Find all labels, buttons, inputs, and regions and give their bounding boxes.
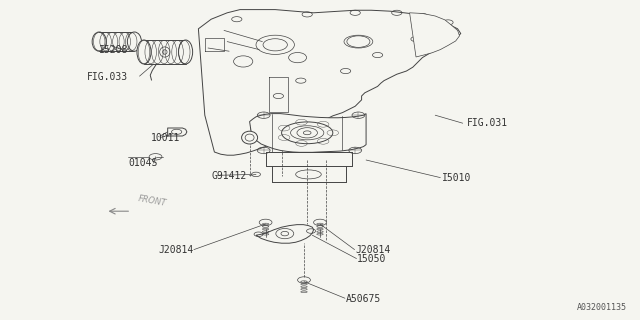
- Polygon shape: [256, 225, 314, 243]
- Text: J20814: J20814: [159, 245, 194, 255]
- Ellipse shape: [179, 40, 193, 64]
- Ellipse shape: [127, 32, 141, 51]
- Text: 10011: 10011: [150, 132, 180, 143]
- Text: FIG.033: FIG.033: [86, 72, 127, 82]
- Text: 0104S: 0104S: [128, 158, 157, 168]
- Polygon shape: [250, 114, 366, 152]
- Text: A50675: A50675: [346, 294, 381, 304]
- Polygon shape: [410, 13, 460, 57]
- Text: FRONT: FRONT: [138, 194, 168, 208]
- Text: FIG.031: FIG.031: [467, 118, 508, 128]
- Text: I5208: I5208: [99, 44, 129, 55]
- Polygon shape: [198, 10, 461, 155]
- Ellipse shape: [137, 40, 151, 64]
- Text: G91412: G91412: [211, 171, 246, 181]
- Ellipse shape: [92, 32, 106, 51]
- Text: I5010: I5010: [442, 172, 471, 183]
- Text: 15050: 15050: [357, 253, 387, 264]
- Text: J20814: J20814: [355, 245, 390, 255]
- Ellipse shape: [242, 131, 258, 144]
- Text: A032001135: A032001135: [577, 303, 627, 312]
